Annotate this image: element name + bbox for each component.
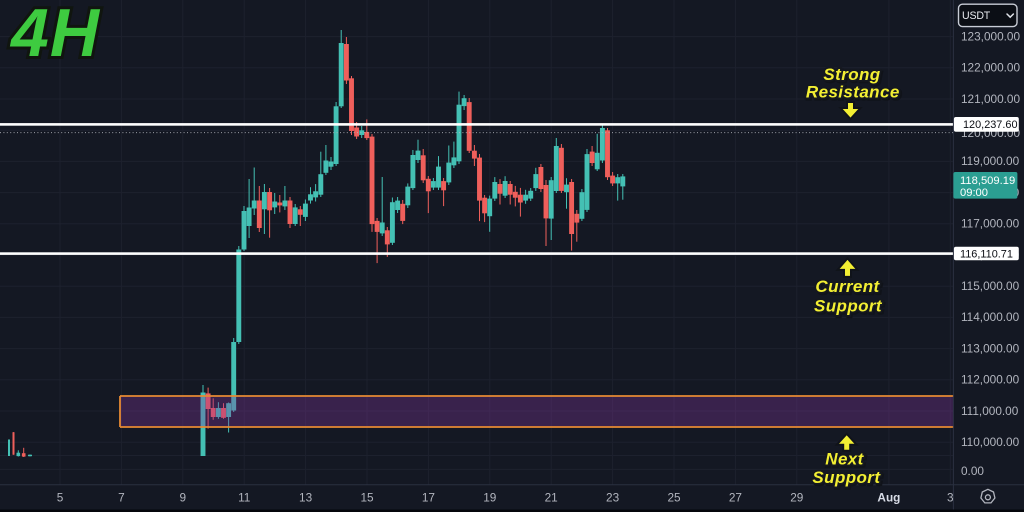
svg-text:0.00: 0.00 <box>961 464 984 478</box>
svg-text:117,000.00: 117,000.00 <box>961 217 1020 231</box>
svg-text:Strong: Strong <box>825 67 882 86</box>
svg-text:3: 3 <box>947 491 954 505</box>
svg-text:15: 15 <box>360 491 374 505</box>
svg-text:Support: Support <box>812 468 881 487</box>
svg-text:118,509.19: 118,509.19 <box>960 175 1015 187</box>
svg-text:7: 7 <box>118 491 125 505</box>
svg-text:112,000.00: 112,000.00 <box>961 373 1020 387</box>
svg-text:25: 25 <box>667 491 681 505</box>
svg-text:114,000.00: 114,000.00 <box>961 310 1020 324</box>
svg-text:21: 21 <box>545 491 558 505</box>
svg-text:4H: 4H <box>9 0 101 71</box>
svg-text:09:00: 09:00 <box>960 187 988 199</box>
svg-text:17: 17 <box>422 491 435 505</box>
svg-text:13: 13 <box>299 491 313 505</box>
svg-text:Aug: Aug <box>877 491 900 505</box>
svg-text:19: 19 <box>483 491 496 505</box>
svg-text:Resistance: Resistance <box>806 83 900 102</box>
svg-text:5: 5 <box>57 491 64 505</box>
svg-text:120,237.60: 120,237.60 <box>963 119 1018 131</box>
svg-text:29: 29 <box>790 491 803 505</box>
svg-text:111,000.00: 111,000.00 <box>961 404 1019 418</box>
svg-text:Support: Support <box>814 470 883 489</box>
svg-text:121,000.00: 121,000.00 <box>961 92 1020 106</box>
svg-text:Support: Support <box>816 298 885 317</box>
svg-text:Support: Support <box>814 296 883 315</box>
svg-text:115,000.00: 115,000.00 <box>961 279 1020 293</box>
svg-text:122,000.00: 122,000.00 <box>961 61 1020 75</box>
svg-text:27: 27 <box>729 491 742 505</box>
svg-text:9: 9 <box>180 491 187 505</box>
svg-text:Current: Current <box>817 279 882 298</box>
svg-text:Current: Current <box>815 277 880 296</box>
svg-text:119,000.00: 119,000.00 <box>961 154 1020 168</box>
svg-text:113,000.00: 113,000.00 <box>961 341 1020 355</box>
svg-text:110,000.00: 110,000.00 <box>961 435 1020 449</box>
svg-text:11: 11 <box>238 491 250 505</box>
svg-text:116,110.71: 116,110.71 <box>960 248 1013 260</box>
svg-text:USDT: USDT <box>962 10 991 22</box>
svg-text:Resistance: Resistance <box>807 84 901 103</box>
svg-text:Next: Next <box>827 451 866 470</box>
svg-text:Strong: Strong <box>823 65 880 84</box>
svg-text:23: 23 <box>606 491 620 505</box>
svg-text:123,000.00: 123,000.00 <box>961 29 1020 43</box>
svg-text:Next: Next <box>825 450 864 469</box>
